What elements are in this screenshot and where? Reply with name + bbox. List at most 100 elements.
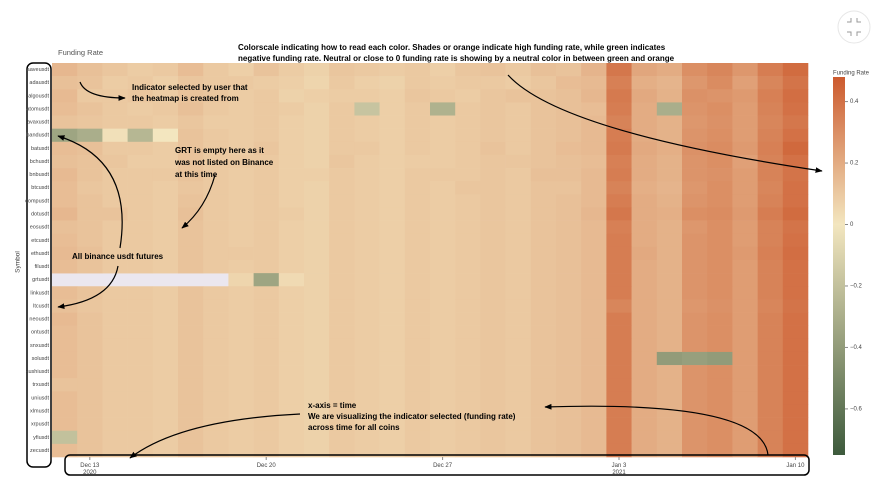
cell xyxy=(782,286,809,300)
cell xyxy=(732,115,758,129)
cell xyxy=(757,404,784,418)
cell xyxy=(304,233,330,248)
cell xyxy=(52,325,78,340)
cell xyxy=(757,338,784,353)
cell xyxy=(530,378,557,392)
cell xyxy=(228,181,254,195)
cell xyxy=(178,246,204,261)
cell xyxy=(480,430,506,445)
cell xyxy=(505,325,532,340)
cell xyxy=(556,351,582,366)
cell xyxy=(278,76,305,90)
cell xyxy=(152,365,179,379)
cell xyxy=(304,115,330,129)
cell xyxy=(278,154,305,169)
cell xyxy=(379,141,406,156)
cell xyxy=(253,299,280,313)
cell xyxy=(203,391,229,405)
cell xyxy=(656,154,683,169)
cell xyxy=(707,168,733,182)
cell xyxy=(404,220,431,235)
cell xyxy=(152,76,179,90)
cell xyxy=(455,299,481,313)
cell xyxy=(152,89,179,103)
cell xyxy=(178,141,204,156)
cell xyxy=(455,89,481,103)
cell xyxy=(203,443,229,458)
cell xyxy=(732,168,758,182)
cell xyxy=(127,338,154,353)
cell xyxy=(304,194,330,208)
cell xyxy=(228,194,254,208)
cell xyxy=(606,233,632,248)
cell xyxy=(782,128,809,143)
cell xyxy=(581,154,607,169)
cell xyxy=(556,181,582,195)
cell xyxy=(682,89,708,103)
y-tick-label: xlmusdt xyxy=(30,408,49,414)
cell xyxy=(631,141,658,156)
cell xyxy=(77,325,103,340)
cell xyxy=(253,443,280,458)
cell xyxy=(178,207,204,221)
cell xyxy=(581,365,607,379)
cell xyxy=(404,443,431,458)
cell xyxy=(354,286,380,300)
cell xyxy=(455,76,481,90)
y-tick-label: bnbusdt xyxy=(29,172,49,178)
cell xyxy=(228,220,254,235)
cell xyxy=(732,194,758,208)
cell xyxy=(102,404,128,418)
cell xyxy=(354,260,380,274)
cell xyxy=(480,76,506,90)
cell xyxy=(732,365,758,379)
cell xyxy=(556,273,582,287)
cell xyxy=(430,63,456,77)
cell xyxy=(581,102,607,116)
cell xyxy=(354,63,380,77)
cell xyxy=(77,338,103,353)
cell xyxy=(656,273,683,287)
y-tick-label: compusdt xyxy=(25,198,49,204)
cell xyxy=(656,286,683,300)
cell xyxy=(430,76,456,90)
cell xyxy=(203,154,229,169)
cell xyxy=(354,76,380,90)
cell xyxy=(455,207,481,221)
cell xyxy=(455,365,481,379)
cell xyxy=(304,220,330,235)
cell xyxy=(152,286,179,300)
cell xyxy=(732,128,758,143)
cell xyxy=(782,233,809,248)
cell xyxy=(732,286,758,300)
cell xyxy=(782,338,809,353)
cell xyxy=(782,443,809,458)
y-tick-label: xrpusdt xyxy=(31,422,50,428)
cell xyxy=(178,181,204,195)
cell xyxy=(203,207,229,221)
cell xyxy=(354,207,380,221)
cell xyxy=(404,89,431,103)
cell xyxy=(556,141,582,156)
cell xyxy=(404,233,431,248)
cell xyxy=(379,168,406,182)
annotation: negative funding rate. Neutral or close … xyxy=(238,54,675,63)
cell xyxy=(707,63,733,77)
cell xyxy=(480,194,506,208)
cell xyxy=(732,63,758,77)
arrow xyxy=(181,174,216,229)
exit-fullscreen-icon[interactable] xyxy=(837,10,871,44)
cell xyxy=(304,378,330,392)
cell xyxy=(253,286,280,300)
cell xyxy=(253,63,280,77)
y-tick-label: trxusdt xyxy=(32,382,49,388)
cell xyxy=(354,312,380,326)
cell xyxy=(480,207,506,221)
cell xyxy=(228,76,254,90)
cell xyxy=(732,154,758,169)
cell xyxy=(152,194,179,208)
cell xyxy=(631,128,658,143)
cell xyxy=(480,128,506,143)
